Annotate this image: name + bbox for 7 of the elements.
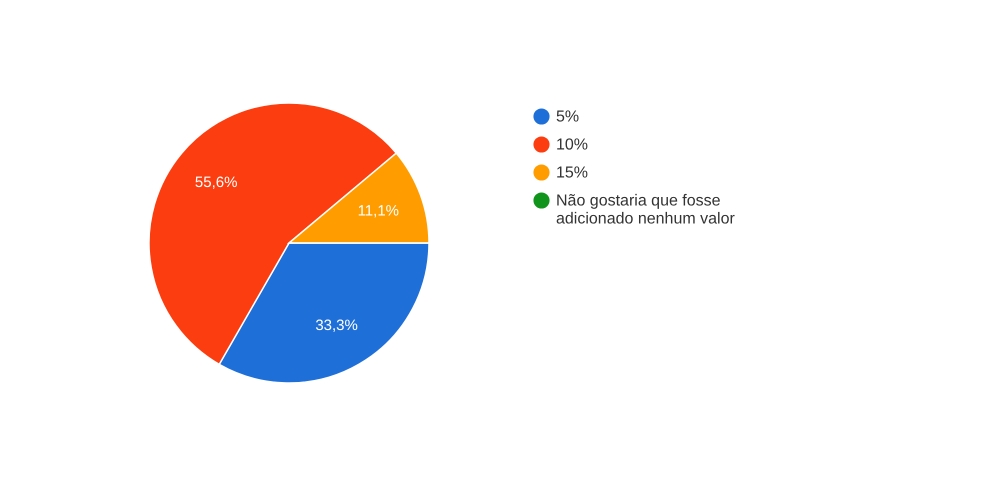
legend-label: 15% (556, 164, 588, 182)
data-label: 11,1% (358, 202, 399, 220)
data-label: 33,3% (315, 317, 358, 334)
data-label: 55,6% (194, 174, 238, 191)
legend-label: Não gostaria que fosse adicionado nenhum valor (556, 192, 736, 228)
legend-label: 10% (556, 136, 588, 154)
legend-label: 5% (556, 108, 580, 126)
